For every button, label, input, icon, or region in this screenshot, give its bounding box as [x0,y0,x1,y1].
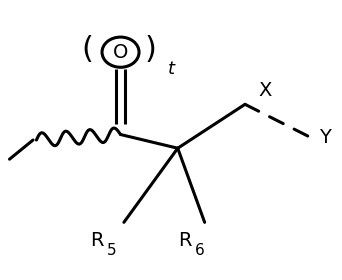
Text: (: ( [81,35,93,64]
Text: R: R [90,231,104,250]
Text: Y: Y [319,128,331,147]
Text: 6: 6 [195,243,204,258]
Text: t: t [168,60,175,78]
Text: ): ) [145,35,157,64]
Text: O: O [113,43,128,62]
Text: 5: 5 [107,243,117,258]
Text: R: R [178,231,191,250]
Text: X: X [259,81,272,100]
